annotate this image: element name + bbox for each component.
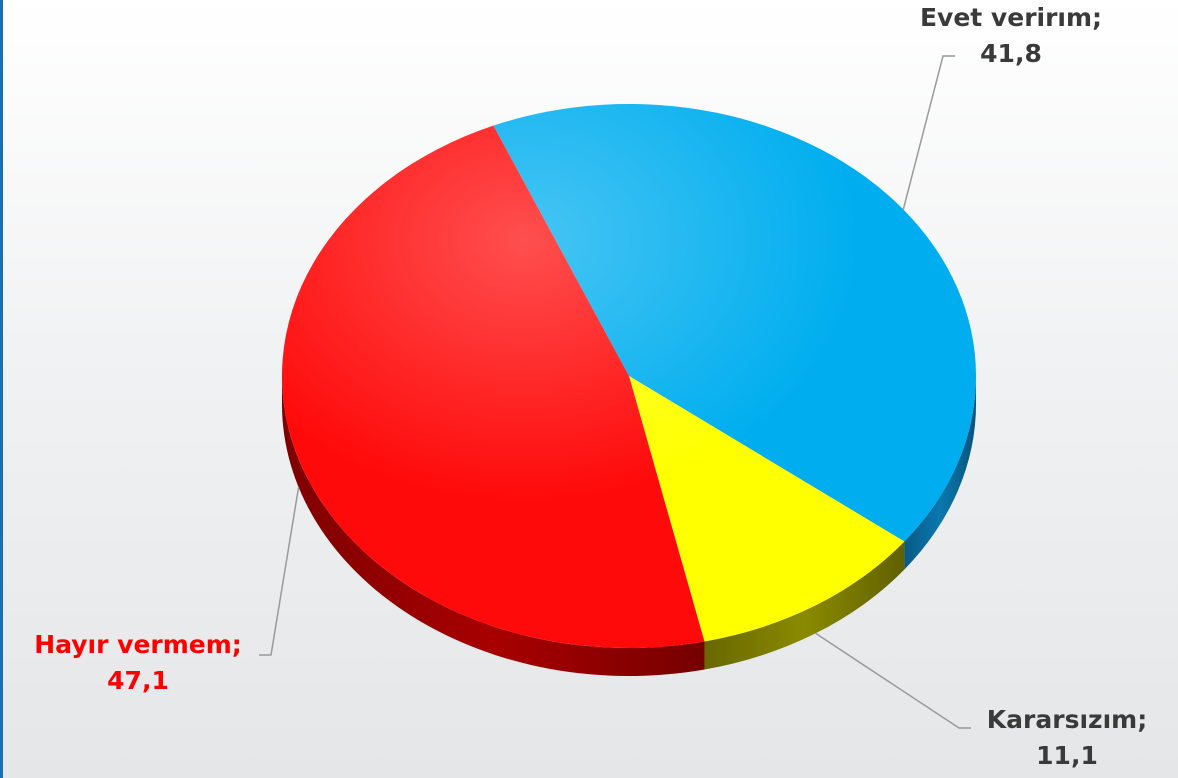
leader-lines: [259, 55, 971, 729]
slice-label-2: Hayır vermem;: [34, 630, 242, 659]
slice-label-0: Evet verirım;: [920, 3, 1102, 32]
slice-labels: Evet verirım; 41,8 Kararsızım; 11,1 Hayır ve…: [34, 3, 1147, 770]
slice-label-1: Kararsızım;: [987, 705, 1147, 734]
leader-line-1: [815, 632, 971, 729]
slice-value-2: 47,1: [107, 666, 169, 695]
leader-line-0: [902, 55, 955, 210]
pie-tops: [281, 103, 976, 648]
slice-value-1: 11,1: [1036, 741, 1098, 770]
slice-value-0: 41,8: [980, 39, 1042, 68]
pie-chart: Evet verirım; 41,8 Kararsızım; 11,1 Hayır ve…: [34, 3, 1147, 770]
leader-line-2: [259, 486, 300, 656]
